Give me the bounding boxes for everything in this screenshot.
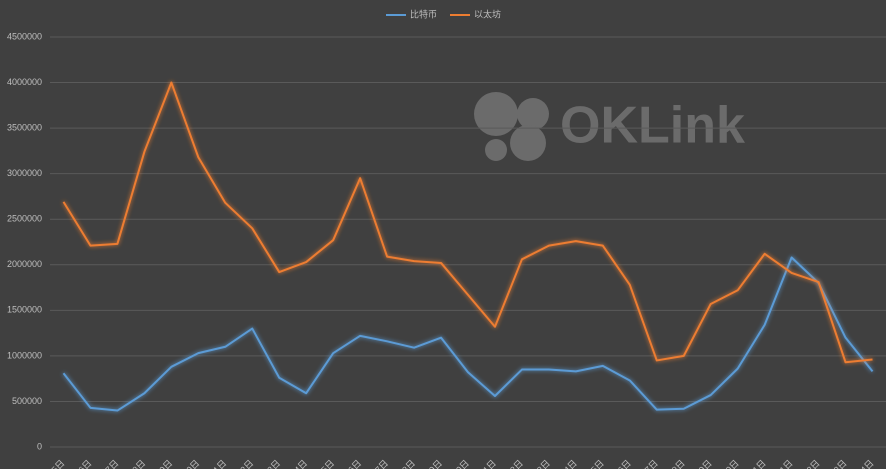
x-tick-label: 16日: [343, 458, 364, 469]
x-tick-label: 24日: [558, 458, 579, 469]
x-tick-label: 29日: [693, 458, 714, 469]
legend-label: 以太坊: [474, 8, 501, 19]
y-tick-label: 0: [37, 441, 42, 451]
y-tick-label: 1500000: [7, 305, 42, 315]
x-tick-label: 14日: [289, 458, 310, 469]
x-tick-label: 12日: [235, 458, 256, 469]
x-tick-label: 11日: [208, 458, 228, 469]
y-tick-label: 4500000: [7, 31, 42, 41]
x-tick-label: 10日: [181, 458, 202, 469]
x-tick-label: 15日: [316, 458, 337, 469]
x-tick-label: 25日: [585, 458, 606, 469]
y-tick-label: 1000000: [7, 350, 42, 360]
x-tick-label: 31日: [747, 458, 768, 469]
x-tick-label: 21日: [478, 458, 499, 469]
watermark: OKLink: [560, 97, 745, 155]
y-tick-label: 3000000: [7, 168, 42, 178]
line: [62, 256, 874, 412]
x-tick-label: 7日: [104, 458, 121, 469]
y-tick-label: 2500000: [7, 214, 42, 224]
x-tick-label: 2日: [805, 458, 822, 469]
legend-label: 比特币: [410, 8, 437, 19]
x-tick-label: 4日: [859, 458, 876, 469]
y-tick-label: 3500000: [7, 122, 42, 132]
x-tick-label: 30日: [720, 458, 741, 469]
x-tick-label: 22日: [505, 458, 526, 469]
watermark-logo: [474, 92, 549, 161]
x-tick-label: 5日: [50, 458, 67, 469]
x-tick-label: 13日: [262, 458, 283, 469]
x-tick-label: 20日: [451, 458, 472, 469]
y-tick-label: 500000: [12, 396, 42, 406]
x-tick-label: 28日: [666, 458, 687, 469]
x-tick-label: 18日: [397, 458, 418, 469]
x-tick-label: 23日: [531, 458, 552, 469]
x-tick-label: 6日: [77, 458, 94, 469]
x-tick-label: 26日: [612, 458, 633, 469]
x-tick-label: 27日: [639, 458, 660, 469]
line: [62, 81, 873, 364]
y-tick-label: 2000000: [7, 259, 42, 269]
x-tick-label: 8日: [130, 458, 147, 469]
y-tick-label: 4000000: [7, 77, 42, 87]
x-tick-label: 19日: [424, 458, 445, 469]
x-tick-label: 3日: [832, 458, 849, 469]
x-tick-label: 9日: [157, 458, 174, 469]
x-tick-label: 17日: [370, 458, 391, 469]
x-tick-label: 1日: [778, 458, 795, 469]
